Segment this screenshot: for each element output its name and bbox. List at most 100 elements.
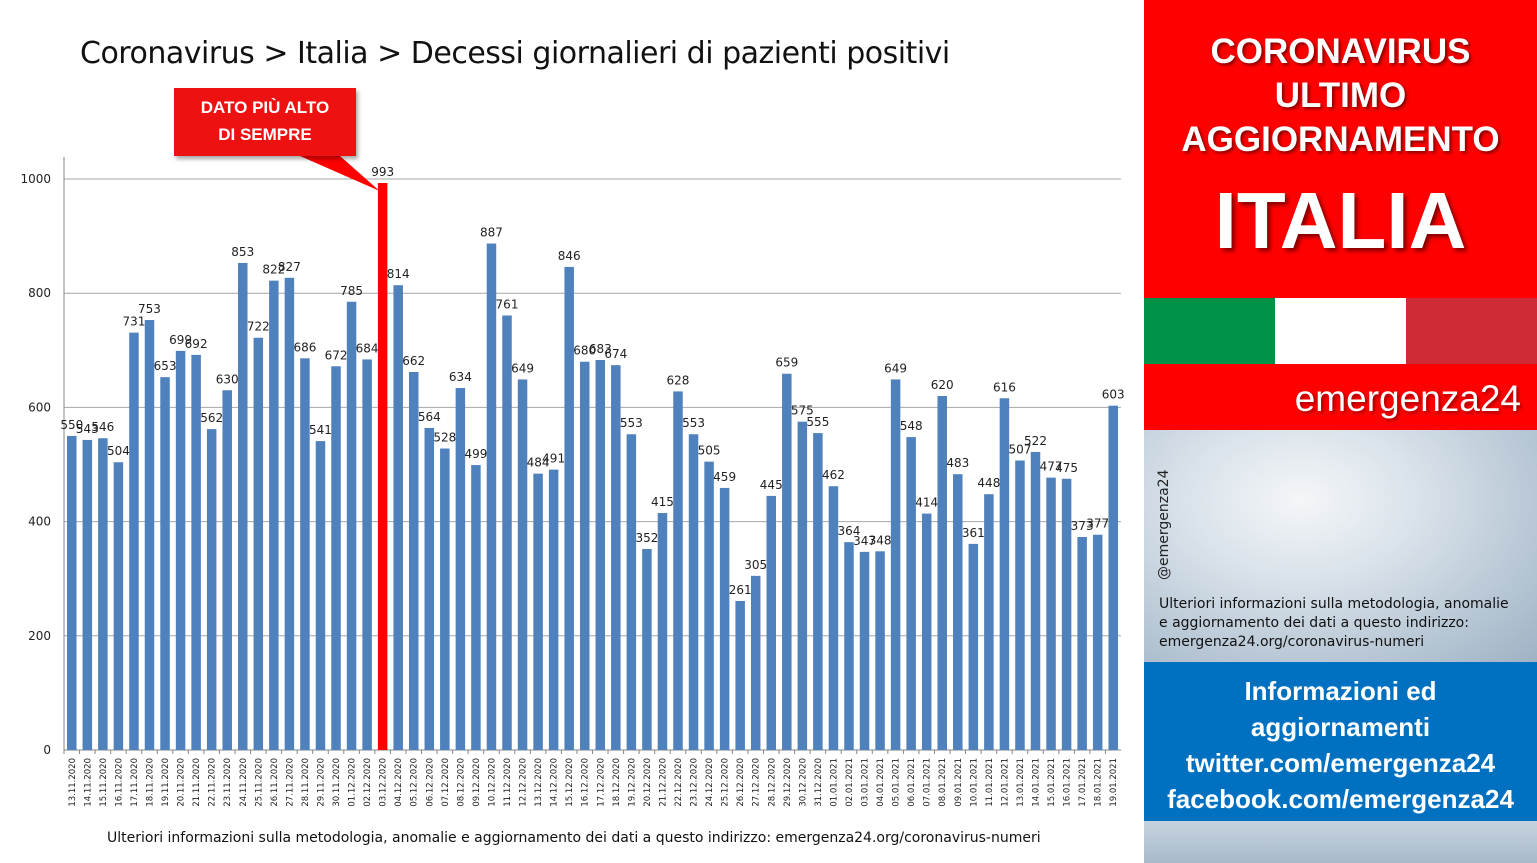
x-tick-label: 03.01.2021 — [861, 758, 871, 807]
bar — [315, 441, 326, 750]
data-label: 785 — [340, 284, 363, 298]
data-label: 649 — [884, 361, 907, 375]
bar — [844, 542, 854, 750]
data-label: 562 — [200, 411, 223, 425]
sidebar-photo-panel: @emergenza24 Ulteriori informazioni sull… — [1144, 430, 1537, 662]
country-label: ITALIA — [1214, 176, 1467, 265]
data-label: 377 — [1086, 517, 1109, 531]
data-label: 484 — [527, 456, 550, 470]
sidebar: CORONAVIRUS ULTIMO AGGIORNAMENTO ITALIA … — [1144, 0, 1537, 863]
data-label: 761 — [496, 297, 519, 311]
data-label: 680 — [573, 344, 596, 358]
x-tick-label: 27.12.2020 — [752, 758, 762, 807]
bar — [813, 433, 823, 750]
note-line-3: emergenza24.org/coronavirus-numeri — [1159, 634, 1425, 650]
data-label: 683 — [589, 342, 612, 356]
bar — [160, 377, 170, 750]
bar — [548, 469, 559, 750]
data-label: 620 — [931, 378, 954, 392]
bar — [906, 437, 916, 750]
data-label: 822 — [262, 263, 285, 277]
bar — [657, 513, 668, 750]
data-label: 445 — [760, 478, 783, 492]
x-tick-label: 07.12.2020 — [441, 758, 451, 807]
x-tick-label: 17.11.2020 — [130, 758, 140, 807]
data-label: 462 — [822, 468, 845, 482]
x-tick-label: 30.11.2020 — [332, 758, 342, 807]
flag-red-stripe — [1406, 298, 1537, 364]
data-label: 364 — [838, 524, 861, 538]
data-label: 628 — [667, 373, 690, 387]
x-tick-label: 27.11.2020 — [285, 758, 295, 807]
data-label: 483 — [946, 456, 969, 470]
bar — [859, 551, 870, 750]
note-line-1: Ulteriori informazioni sulla metodologia… — [1159, 596, 1509, 612]
bar — [1046, 477, 1056, 750]
bar — [113, 462, 124, 750]
x-tick-label: 25.12.2020 — [721, 758, 731, 807]
x-tick-label: 03.12.2020 — [379, 758, 389, 807]
x-tick-label: 29.12.2020 — [783, 758, 793, 807]
bar — [300, 358, 310, 750]
bar — [129, 332, 139, 750]
x-tick-label: 02.01.2021 — [845, 758, 855, 807]
facebook-link[interactable]: facebook.com/emergenza24 — [1167, 784, 1514, 814]
x-tick-label: 28.12.2020 — [767, 758, 777, 807]
bar — [595, 360, 606, 750]
data-label: 550 — [60, 418, 83, 432]
social-handle: @emergenza24 — [1156, 469, 1172, 581]
bar — [579, 361, 590, 750]
x-tick-label: 08.01.2021 — [938, 758, 948, 807]
data-label: 555 — [806, 415, 829, 429]
x-tick-label: 24.11.2020 — [239, 758, 249, 807]
data-label: 686 — [293, 340, 316, 354]
data-label: 477 — [1040, 460, 1063, 474]
x-tick-label: 20.11.2020 — [177, 758, 187, 807]
bar — [1092, 534, 1103, 750]
bar — [766, 495, 777, 750]
bar — [1077, 537, 1087, 750]
x-tick-label: 10.01.2021 — [969, 758, 979, 807]
x-tick-label: 21.11.2020 — [192, 758, 202, 807]
bar — [704, 461, 714, 750]
x-tick-label: 12.12.2020 — [519, 758, 529, 807]
bar — [921, 513, 932, 750]
flag-green-stripe — [1144, 298, 1275, 364]
data-label: 634 — [449, 370, 472, 384]
bar — [222, 390, 232, 750]
x-tick-label: 15.11.2020 — [99, 758, 109, 807]
bar — [875, 551, 885, 750]
x-tick-label: 15.01.2021 — [1047, 758, 1057, 807]
data-label: 491 — [542, 452, 565, 466]
data-label: 887 — [480, 226, 503, 240]
data-label: 361 — [962, 526, 985, 540]
bar — [393, 285, 403, 750]
data-label: 853 — [231, 245, 254, 259]
info-panel: Informazioni ed aggiornamenti twitter.co… — [1144, 662, 1537, 821]
bar — [1108, 405, 1118, 750]
data-label: 649 — [511, 361, 534, 375]
x-tick-label: 23.12.2020 — [690, 758, 700, 807]
x-tick-label: 14.12.2020 — [550, 758, 560, 807]
bar — [284, 277, 295, 750]
data-label: 352 — [635, 531, 658, 545]
bar — [238, 262, 248, 750]
bar — [984, 494, 994, 750]
bar — [331, 366, 341, 750]
data-label: 993 — [371, 165, 394, 179]
x-tick-label: 19.11.2020 — [161, 758, 171, 807]
twitter-link[interactable]: twitter.com/emergenza24 — [1185, 748, 1496, 778]
data-label: 659 — [775, 356, 798, 370]
bar — [719, 487, 730, 750]
note-line-2: e aggiornamento dei dati a questo indiri… — [1159, 615, 1469, 631]
bar — [533, 473, 543, 750]
x-tick-label: 16.11.2020 — [114, 758, 124, 807]
x-tick-label: 23.11.2020 — [223, 758, 233, 807]
x-tick-label: 02.12.2020 — [363, 758, 373, 807]
bar — [611, 365, 621, 750]
bar — [98, 438, 108, 750]
x-tick-label: 16.01.2021 — [1063, 758, 1073, 807]
bar — [377, 182, 388, 750]
x-tick-label: 12.01.2021 — [1000, 758, 1010, 807]
bar — [673, 391, 683, 750]
